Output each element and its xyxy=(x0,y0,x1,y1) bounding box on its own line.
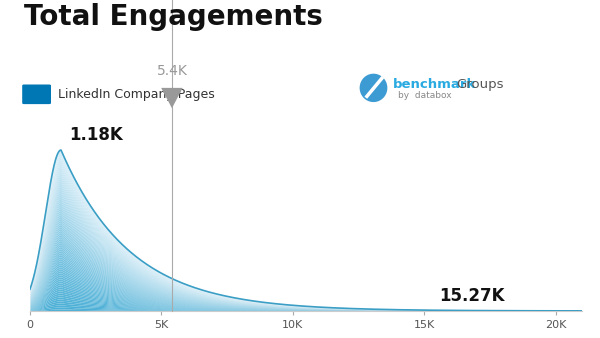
Polygon shape xyxy=(359,74,388,102)
Text: LinkedIn Company Pages: LinkedIn Company Pages xyxy=(58,88,215,101)
Text: Groups: Groups xyxy=(456,78,503,91)
Text: 1.18K: 1.18K xyxy=(69,126,122,144)
Text: benchmark: benchmark xyxy=(393,78,476,91)
Text: 15.27K: 15.27K xyxy=(439,287,505,305)
Text: Total Engagements: Total Engagements xyxy=(24,3,323,31)
Text: in: in xyxy=(31,89,42,99)
Text: by  databox: by databox xyxy=(398,91,451,100)
Text: 5.4K: 5.4K xyxy=(157,64,188,78)
